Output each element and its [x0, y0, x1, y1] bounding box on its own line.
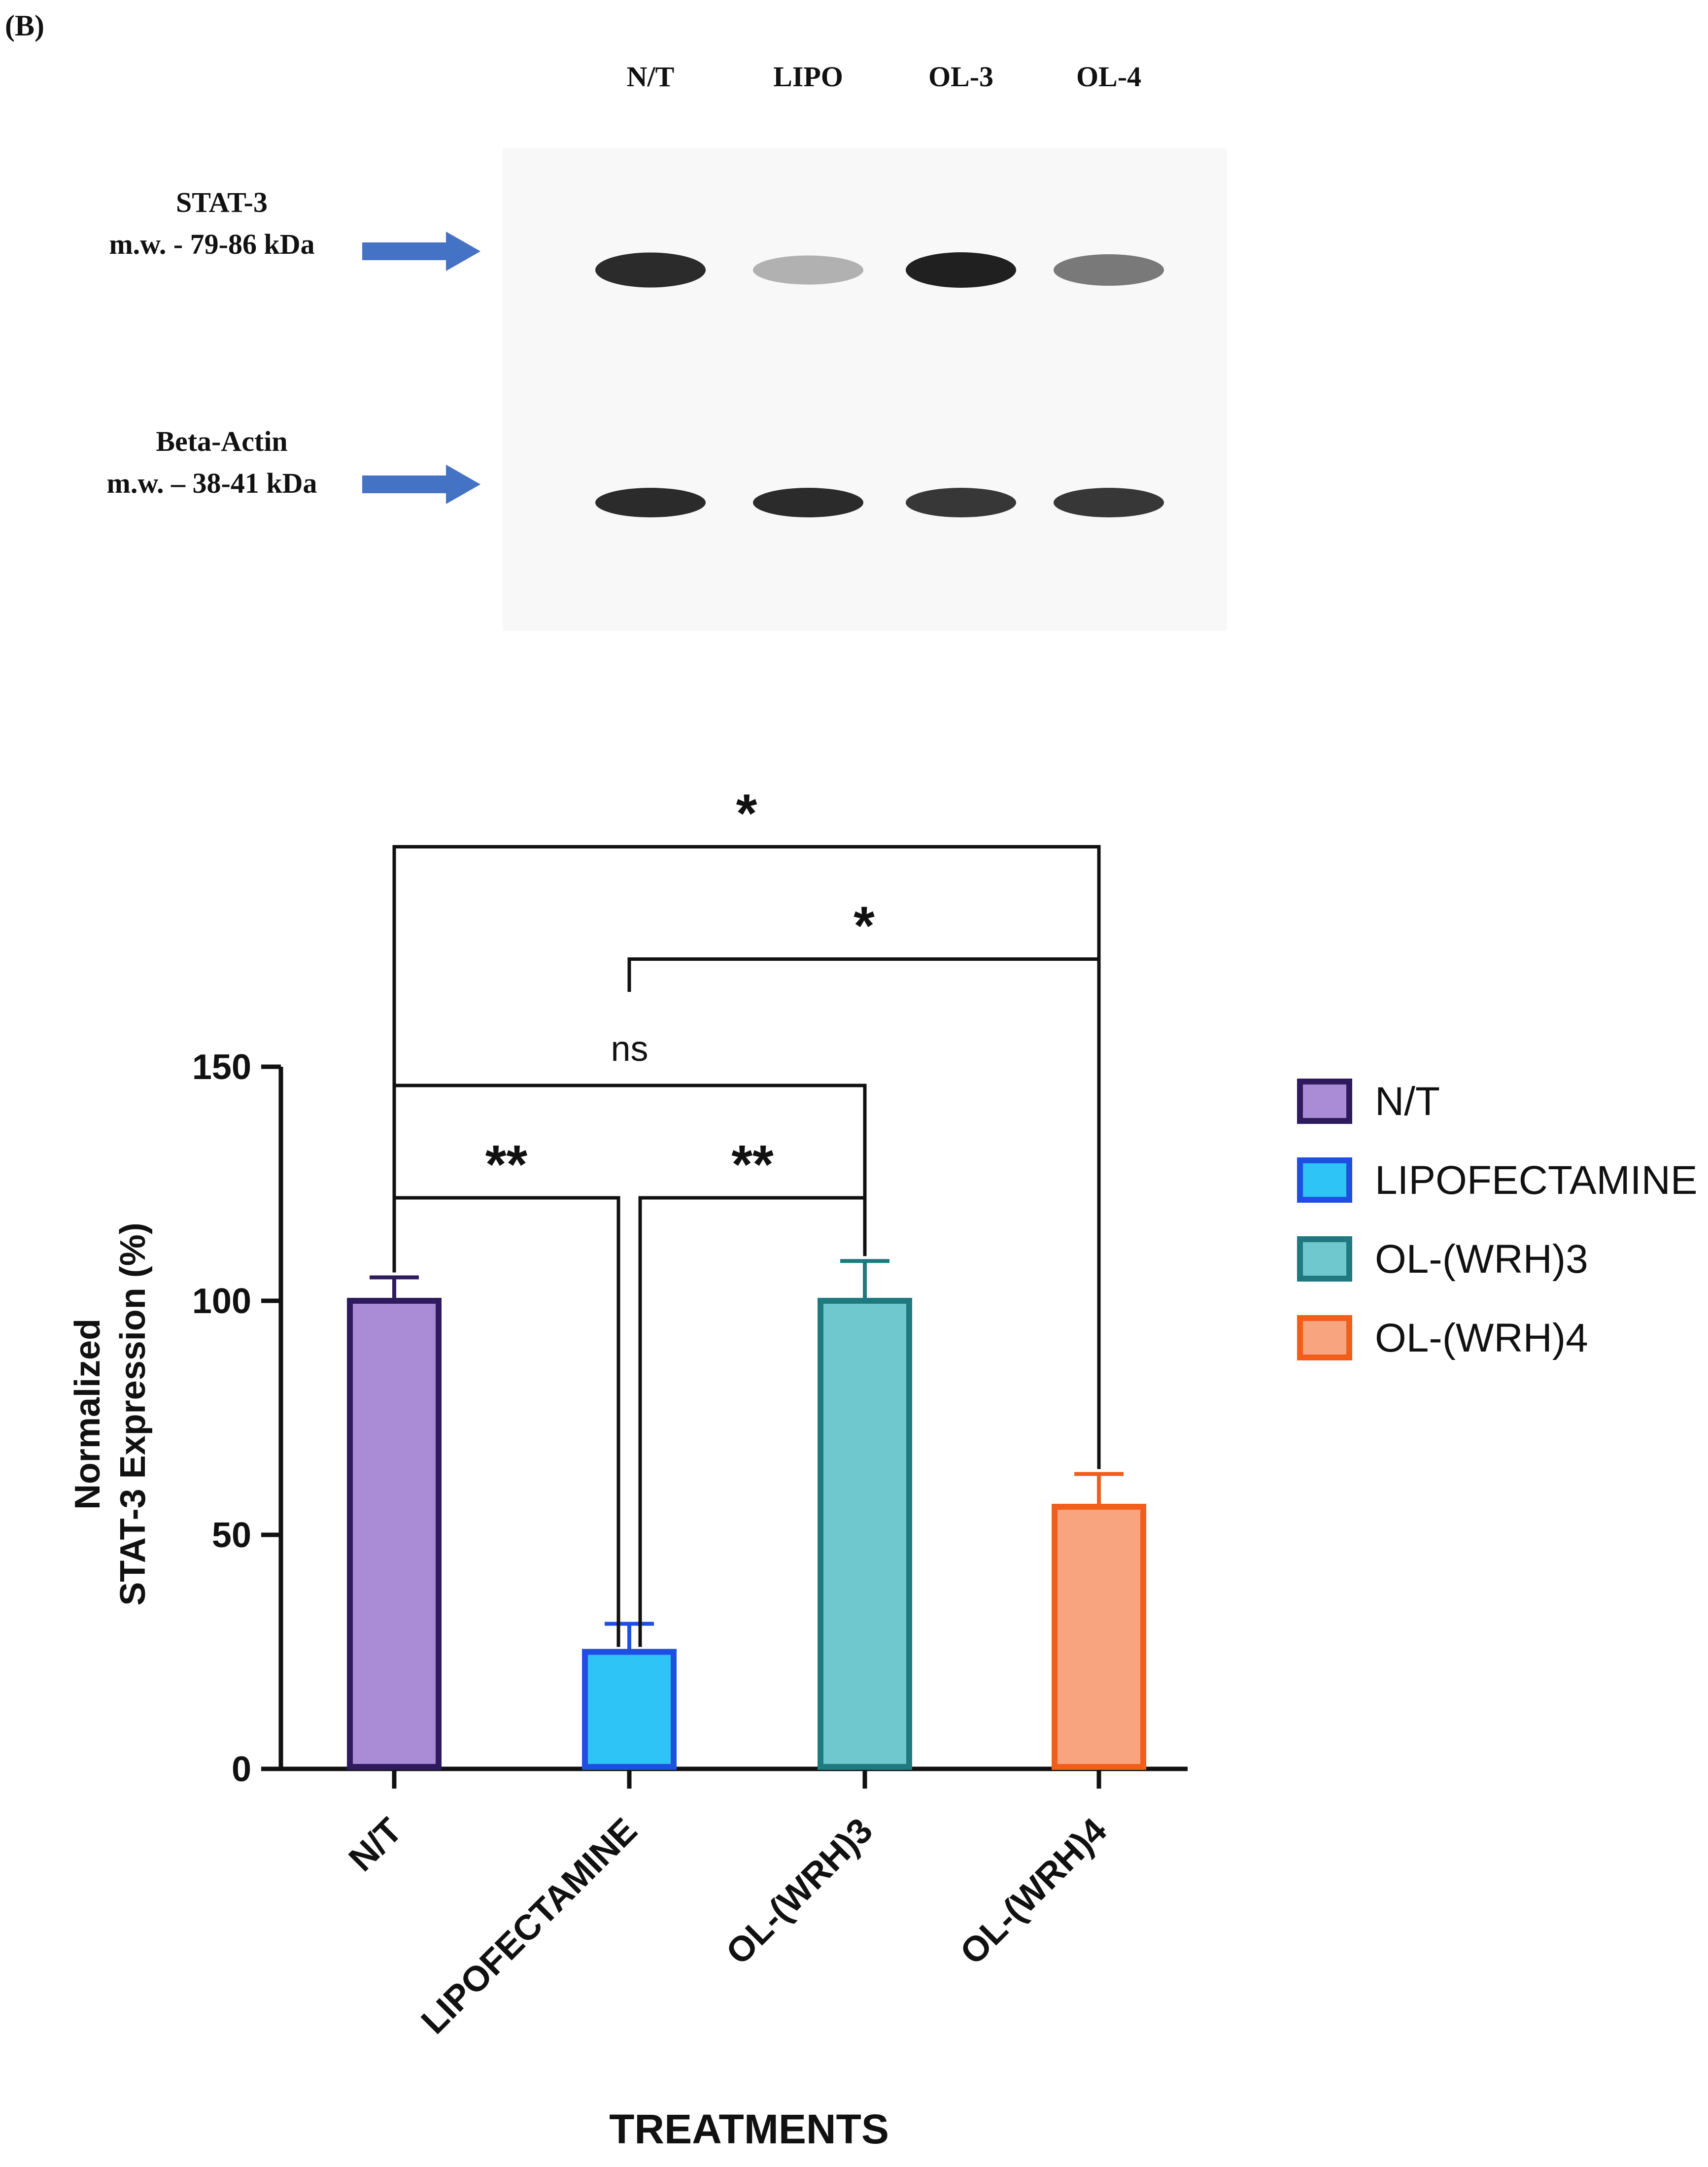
significance-label-2: ns	[611, 1029, 648, 1069]
blot-band-1-3	[1054, 488, 1164, 517]
blot-lane-label-2: OL-3	[928, 61, 993, 93]
blot-mw-label-0: m.w. - 79-86 kDa	[109, 228, 314, 260]
y-axis-label-line-1: Normalized	[68, 1319, 107, 1510]
blot-lane-label-1: LIPO	[773, 61, 843, 93]
y-tick-label-2: 100	[192, 1282, 251, 1321]
significance-bracket-4	[638, 1196, 867, 1647]
legend-label-3: OL-(WRH)4	[1375, 1316, 1588, 1360]
significance-label-3: **	[485, 1134, 528, 1195]
legend-label-2: OL-(WRH)3	[1375, 1237, 1588, 1282]
blot-protein-label-0: STAT-3	[176, 186, 268, 218]
bar-3	[1052, 1504, 1146, 1770]
y-tick-label-3: 150	[192, 1048, 251, 1087]
x-tick-label-1: LIPOFECTAMINE	[414, 1811, 645, 2042]
bar-1	[582, 1649, 677, 1770]
blot-arrow-0	[362, 232, 480, 271]
legend-swatch-0	[1297, 1079, 1352, 1124]
x-tick-label-2: OL-(WRH)3	[718, 1811, 880, 1972]
panel-label: (B)	[5, 9, 44, 42]
legend-swatch-3	[1297, 1315, 1352, 1360]
blot-lane-label-3: OL-4	[1076, 61, 1141, 93]
bar-2	[818, 1298, 912, 1770]
blot-band-0-3	[1054, 254, 1164, 286]
blot-band-1-0	[595, 488, 706, 517]
significance-label-1: *	[854, 896, 875, 956]
y-axis: 0 50 100 150	[192, 1048, 283, 1789]
x-tick-label-3: OL-(WRH)4	[953, 1811, 1114, 1972]
significance-bracket-2	[392, 1084, 867, 1273]
blot-mw-label-1: m.w. – 38-41 kDa	[107, 467, 317, 499]
legend-swatch-1	[1297, 1157, 1352, 1203]
blot-lane-labels: N/T LIPO OL-3 OL-4	[627, 61, 1141, 93]
blot-band-1-2	[906, 488, 1016, 517]
legend: N/T LIPOFECTAMINE OL-(WRH)3 OL-(WRH)4	[1297, 1079, 1698, 1360]
y-axis-label-line-2: STAT-3 Expression (%)	[113, 1222, 153, 1605]
western-blot: N/T LIPO OL-3 OL-4 STAT-3 m.w. - 79-86 kDa Be…	[107, 61, 1227, 631]
x-axis-label: TREATMENTS	[609, 2106, 889, 2152]
legend-label-0: N/T	[1375, 1079, 1440, 1124]
y-tick-label-0: 0	[232, 1750, 251, 1789]
significance-brackets: **ns** **	[392, 783, 1101, 1647]
significance-label-0: *	[736, 783, 757, 844]
significance-label-4: **	[731, 1134, 774, 1195]
y-tick-label-1: 50	[212, 1516, 251, 1555]
blot-band-1-1	[753, 488, 863, 517]
blot-band-0-2	[906, 252, 1016, 288]
significance-bracket-3	[392, 1196, 620, 1647]
blot-band-labels: STAT-3 m.w. - 79-86 kDa Beta-Actin m.w. – 3…	[107, 186, 480, 504]
x-axis: N/T LIPOFECTAMINE OL-(WRH)3 OL-(WRH)4	[279, 1766, 1188, 2042]
blot-band-0-0	[595, 252, 706, 288]
blot-membrane	[503, 148, 1227, 631]
blot-protein-label-1: Beta-Actin	[156, 425, 287, 457]
blot-bands	[595, 252, 1164, 517]
blot-lane-label-0: N/T	[627, 61, 675, 93]
bar-0	[347, 1298, 442, 1770]
significance-bracket-1	[627, 957, 1101, 1469]
blot-arrow-1	[362, 465, 480, 504]
x-tick-label-0: N/T	[342, 1811, 410, 1879]
bars	[347, 1259, 1146, 1770]
blot-band-0-1	[753, 255, 863, 285]
legend-label-1: LIPOFECTAMINE	[1375, 1158, 1698, 1203]
legend-swatch-2	[1297, 1236, 1352, 1282]
